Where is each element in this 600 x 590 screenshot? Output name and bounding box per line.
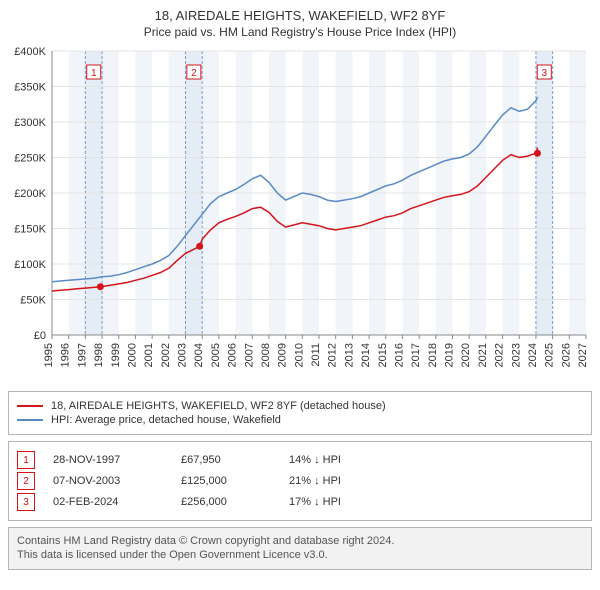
svg-text:2019: 2019 xyxy=(444,343,456,367)
price-chart: £0 £50K £100K £150K £200K £250K £300K £350K £400… xyxy=(8,45,592,385)
legend: 18, AIREDALE HEIGHTS, WAKEFIELD, WF2 8YF… xyxy=(8,391,592,435)
transaction-date: 02-FEB-2024 xyxy=(53,496,163,508)
svg-text:2008: 2008 xyxy=(260,343,272,367)
svg-text:2014: 2014 xyxy=(360,343,372,367)
page-subtitle: Price paid vs. HM Land Registry's House … xyxy=(8,25,592,39)
legend-label: HPI: Average price, detached house, Wake… xyxy=(51,414,281,426)
transaction-marker: 2 xyxy=(17,472,35,490)
legend-swatch xyxy=(17,405,43,407)
transaction-marker: 3 xyxy=(17,493,35,511)
svg-text:2: 2 xyxy=(191,68,197,79)
svg-text:1995: 1995 xyxy=(43,343,55,367)
transactions-table: 1 28-NOV-1997 £67,950 14% ↓ HPI 2 07-NOV-2003… xyxy=(8,441,592,521)
svg-text:2025: 2025 xyxy=(544,343,556,367)
transaction-vs-hpi: 14% ↓ HPI xyxy=(289,454,379,466)
svg-text:£0: £0 xyxy=(34,330,46,342)
svg-text:2007: 2007 xyxy=(243,343,255,367)
svg-text:1: 1 xyxy=(91,68,97,79)
transaction-price: £256,000 xyxy=(181,496,271,508)
svg-text:2027: 2027 xyxy=(577,343,589,367)
svg-text:£250K: £250K xyxy=(14,153,46,165)
svg-text:£100K: £100K xyxy=(14,259,46,271)
svg-text:2003: 2003 xyxy=(177,343,189,367)
page-title: 18, AIREDALE HEIGHTS, WAKEFIELD, WF2 8YF xyxy=(8,8,592,23)
svg-text:2023: 2023 xyxy=(510,343,522,367)
svg-text:1997: 1997 xyxy=(76,343,88,367)
footer-line-2: This data is licensed under the Open Gov… xyxy=(17,548,583,562)
svg-text:2010: 2010 xyxy=(293,343,305,367)
svg-text:2020: 2020 xyxy=(460,343,472,367)
svg-text:2002: 2002 xyxy=(160,343,172,367)
transaction-vs-hpi: 21% ↓ HPI xyxy=(289,475,379,487)
transaction-date: 07-NOV-2003 xyxy=(53,475,163,487)
svg-text:£50K: £50K xyxy=(20,295,46,307)
transaction-price: £125,000 xyxy=(181,475,271,487)
svg-text:2022: 2022 xyxy=(494,343,506,367)
svg-text:2000: 2000 xyxy=(126,343,138,367)
transaction-price: £67,950 xyxy=(181,454,271,466)
svg-text:1998: 1998 xyxy=(93,343,105,367)
svg-text:2009: 2009 xyxy=(277,343,289,367)
svg-text:2024: 2024 xyxy=(527,343,539,367)
footer-line-1: Contains HM Land Registry data © Crown c… xyxy=(17,534,583,548)
transaction-row: 1 28-NOV-1997 £67,950 14% ↓ HPI xyxy=(17,451,583,469)
transaction-row: 2 07-NOV-2003 £125,000 21% ↓ HPI xyxy=(17,472,583,490)
transaction-row: 3 02-FEB-2024 £256,000 17% ↓ HPI xyxy=(17,493,583,511)
legend-label: 18, AIREDALE HEIGHTS, WAKEFIELD, WF2 8YF… xyxy=(51,400,386,412)
svg-text:2013: 2013 xyxy=(343,343,355,367)
transaction-date: 28-NOV-1997 xyxy=(53,454,163,466)
svg-text:2017: 2017 xyxy=(410,343,422,367)
chart-svg: £0 £50K £100K £150K £200K £250K £300K £350K £400… xyxy=(8,45,592,385)
svg-text:2011: 2011 xyxy=(310,343,322,367)
attribution-footer: Contains HM Land Registry data © Crown c… xyxy=(8,527,592,570)
svg-text:2012: 2012 xyxy=(327,343,339,367)
svg-text:1996: 1996 xyxy=(60,343,72,367)
svg-text:3: 3 xyxy=(542,68,548,79)
svg-text:2026: 2026 xyxy=(560,343,572,367)
svg-text:£400K: £400K xyxy=(14,46,46,58)
legend-row: 18, AIREDALE HEIGHTS, WAKEFIELD, WF2 8YF… xyxy=(17,400,583,412)
legend-row: HPI: Average price, detached house, Wake… xyxy=(17,414,583,426)
svg-text:2001: 2001 xyxy=(143,343,155,367)
svg-text:2004: 2004 xyxy=(193,343,205,367)
transaction-marker: 1 xyxy=(17,451,35,469)
svg-text:2006: 2006 xyxy=(227,343,239,367)
svg-text:2005: 2005 xyxy=(210,343,222,367)
svg-text:£350K: £350K xyxy=(14,82,46,94)
svg-text:2018: 2018 xyxy=(427,343,439,367)
svg-text:£200K: £200K xyxy=(14,188,46,200)
transaction-vs-hpi: 17% ↓ HPI xyxy=(289,496,379,508)
svg-text:1999: 1999 xyxy=(110,343,122,367)
svg-text:2016: 2016 xyxy=(393,343,405,367)
svg-text:2015: 2015 xyxy=(377,343,389,367)
legend-swatch xyxy=(17,419,43,421)
svg-text:£150K: £150K xyxy=(14,224,46,236)
svg-text:2021: 2021 xyxy=(477,343,489,367)
svg-text:£300K: £300K xyxy=(14,117,46,129)
